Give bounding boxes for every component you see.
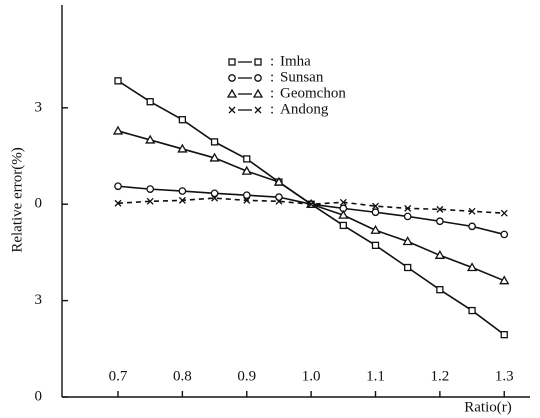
marker — [243, 196, 251, 204]
marker — [210, 189, 219, 198]
x-tick-label: 0.8 — [173, 368, 192, 384]
legend-item: : Andong — [228, 101, 329, 117]
x-tick-label: 1.1 — [366, 368, 385, 384]
marker — [178, 187, 187, 195]
marker — [228, 58, 236, 66]
marker — [242, 191, 251, 200]
marker — [114, 182, 122, 191]
marker — [402, 236, 413, 246]
y-tick-label: 0 — [35, 388, 43, 404]
x-tick-label: 1.0 — [302, 368, 321, 384]
marker — [112, 125, 124, 135]
marker — [178, 116, 187, 124]
y-tick-label: 0 — [35, 196, 43, 212]
marker — [254, 106, 262, 114]
marker — [146, 197, 154, 205]
legend-colon: : — [270, 101, 274, 117]
x-tick-label: 0.9 — [237, 368, 256, 384]
marker — [500, 209, 508, 217]
marker — [403, 212, 412, 221]
legend-colon: : — [270, 85, 274, 101]
marker — [178, 196, 186, 204]
legend-item: : Sunsan — [228, 69, 324, 85]
marker — [468, 207, 476, 215]
marker — [338, 209, 349, 219]
legend-label: Andong — [280, 101, 329, 117]
y-tick-label: 3 — [35, 292, 43, 308]
marker — [307, 200, 315, 208]
marker — [209, 152, 220, 162]
x-tick-label: 1.2 — [431, 368, 450, 384]
marker — [339, 198, 347, 206]
marker — [145, 134, 156, 144]
legend-item: : Geomchon — [226, 85, 346, 101]
marker — [146, 98, 154, 106]
marker — [500, 230, 509, 239]
marker — [500, 331, 508, 339]
marker — [273, 176, 285, 186]
marker — [252, 88, 264, 98]
y-tick-label: 3 — [35, 99, 43, 115]
marker — [436, 217, 444, 226]
marker — [371, 208, 380, 217]
marker — [468, 222, 476, 231]
marker — [372, 202, 379, 210]
marker — [211, 194, 219, 202]
y-axis-label: Relative error(%) — [9, 147, 25, 252]
marker — [434, 249, 445, 259]
marker — [254, 58, 262, 66]
marker — [404, 204, 412, 212]
legend-label: Imha — [280, 53, 311, 69]
marker — [436, 205, 444, 213]
marker — [370, 224, 381, 234]
marker — [254, 74, 262, 82]
marker — [210, 138, 219, 146]
marker — [275, 197, 283, 205]
x-tick-label: 0.7 — [109, 368, 128, 384]
marker — [339, 221, 347, 230]
marker — [177, 143, 188, 153]
marker — [228, 74, 236, 82]
marker — [466, 262, 478, 272]
marker — [468, 306, 476, 315]
marker — [114, 199, 122, 207]
marker — [275, 193, 283, 201]
marker — [114, 77, 122, 85]
marker — [226, 88, 238, 98]
legend-label: Sunsan — [280, 69, 324, 85]
marker — [404, 263, 412, 272]
marker — [241, 165, 252, 175]
legend-item: : Imha — [228, 53, 311, 69]
marker — [371, 241, 380, 249]
marker — [243, 155, 251, 163]
marker — [436, 286, 444, 294]
marker — [499, 275, 510, 285]
legend-label: Geomchon — [280, 85, 346, 101]
legend-colon: : — [270, 69, 274, 85]
x-tick-label: 1.3 — [495, 368, 514, 384]
x-axis-label: Ratio(r) — [464, 399, 511, 415]
marker — [146, 185, 155, 193]
marker — [228, 106, 236, 114]
legend-colon: : — [270, 53, 274, 69]
series-line — [117, 185, 505, 236]
